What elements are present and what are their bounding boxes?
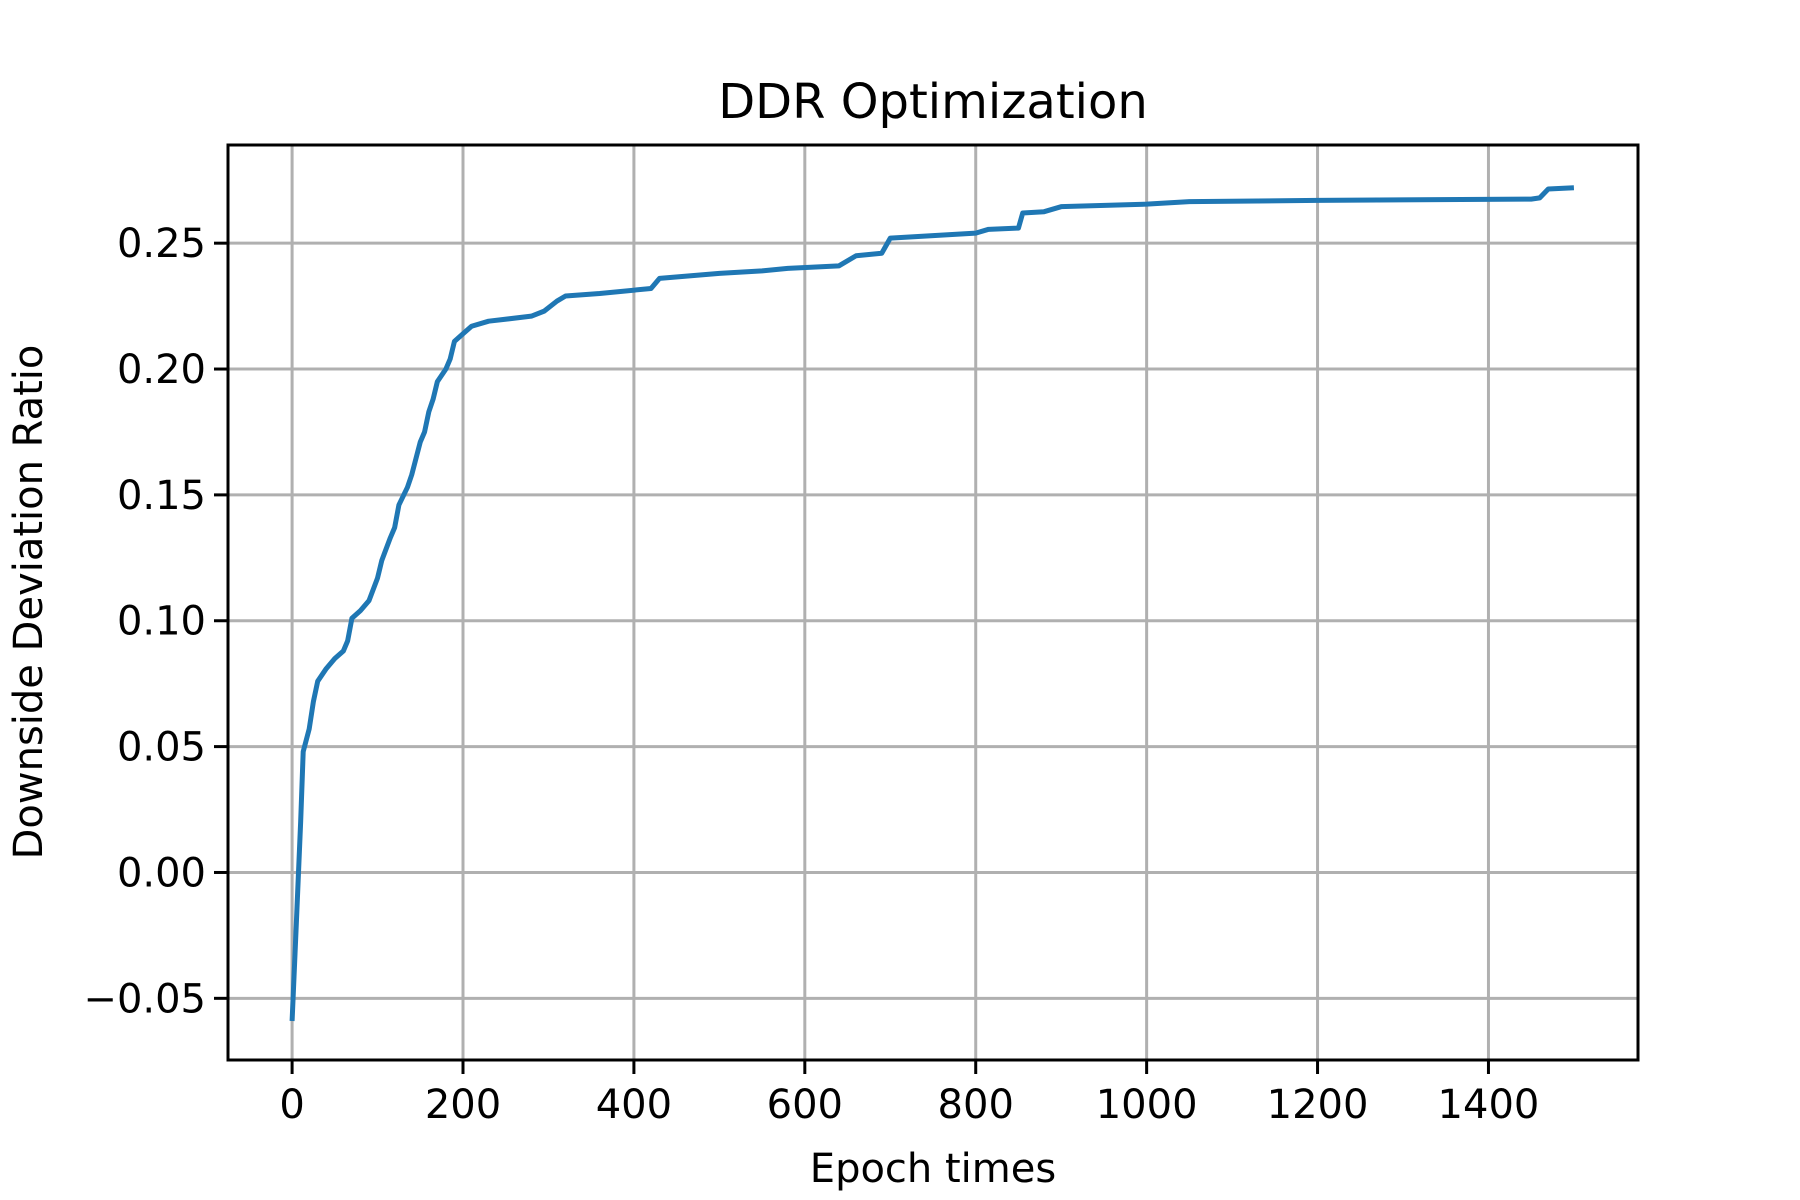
x-tick-label: 1000	[1096, 1082, 1198, 1128]
x-tick-label: 1400	[1438, 1082, 1540, 1128]
x-tick-label: 600	[767, 1082, 843, 1128]
x-tick-label: 200	[425, 1082, 501, 1128]
y-tick-label: 0.20	[117, 347, 206, 393]
x-tick-label: 1200	[1267, 1082, 1369, 1128]
chart-title: DDR Optimization	[718, 74, 1148, 130]
x-tick-label: 0	[279, 1082, 304, 1128]
y-tick-label: 0.05	[117, 725, 206, 771]
y-tick-label: 0.10	[117, 599, 206, 645]
y-tick-label: 0.25	[117, 221, 206, 267]
plot-frame	[226, 143, 1640, 1062]
x-tick-label: 400	[596, 1082, 672, 1128]
y-tick-label: −0.05	[83, 976, 206, 1022]
data-line	[289, 185, 1575, 1022]
y-tick-label: 0.00	[117, 850, 206, 896]
x-axis-label: Epoch times	[810, 1146, 1056, 1192]
y-axis-label: Downside Deviation Ratio	[6, 345, 52, 860]
x-tick-label: 800	[938, 1082, 1014, 1128]
y-tick-label: 0.15	[117, 473, 206, 519]
